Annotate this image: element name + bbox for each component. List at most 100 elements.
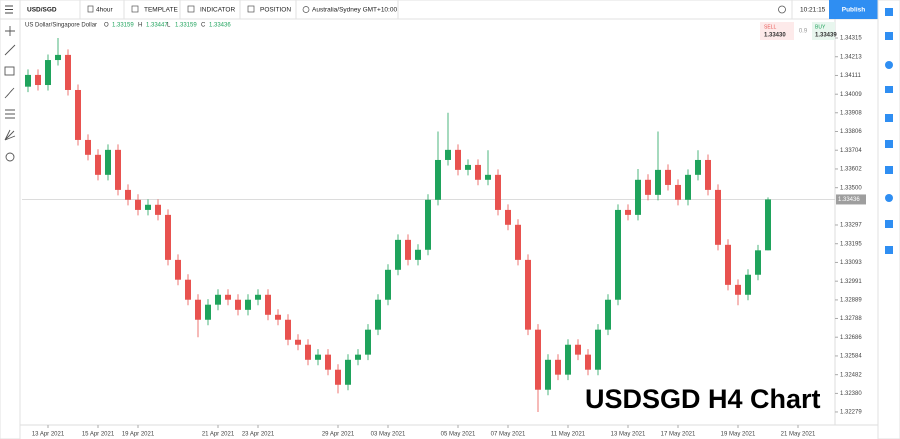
candle-body	[315, 354, 321, 360]
drawing-tools[interactable]	[4, 26, 16, 162]
x-tick-label: 21 May 2021	[781, 432, 816, 438]
candle-body	[85, 139, 91, 155]
candle-body	[665, 169, 671, 185]
interval[interactable]: 4hour	[96, 7, 113, 14]
close-value: 1.33436	[209, 23, 231, 29]
candle-body	[675, 184, 681, 200]
candle-body	[365, 329, 371, 355]
y-tick-label: 1.32686	[840, 335, 862, 341]
candle-body	[235, 299, 241, 310]
y-tick-label: 1.33704	[840, 148, 862, 154]
candle-body	[195, 299, 201, 320]
candle-body	[465, 164, 471, 170]
candle-body	[35, 74, 41, 86]
template[interactable]: TEMPLATE	[144, 7, 178, 14]
candle-body	[265, 294, 271, 315]
candle-body	[205, 304, 211, 320]
candle-body	[535, 329, 541, 390]
y-tick-label: 1.34111	[840, 73, 861, 79]
candle-body	[445, 149, 451, 160]
candle-body	[65, 54, 71, 90]
candle-body	[375, 299, 381, 330]
candle-body	[605, 299, 611, 330]
candle-body	[455, 149, 461, 170]
x-tick-label: 03 May 2021	[371, 432, 406, 438]
sidebar-icons[interactable]	[885, 8, 893, 254]
last-price-box	[836, 194, 866, 205]
candle-body	[175, 259, 181, 280]
y-tick-label: 1.34315	[840, 36, 862, 42]
sell-box[interactable]	[760, 22, 794, 40]
y-tick-label: 1.33500	[840, 185, 862, 191]
timezone-icon	[302, 6, 310, 13]
candle-body	[405, 239, 411, 260]
candle-body	[135, 199, 141, 210]
buy-label[interactable]: BUY	[815, 24, 826, 30]
publish-button[interactable]	[829, 0, 878, 19]
candle-body	[505, 209, 511, 225]
candle-body	[95, 154, 101, 175]
candle-body	[185, 279, 191, 300]
candle-body	[225, 294, 231, 300]
candle-body	[395, 239, 401, 270]
right-sidebar	[877, 0, 900, 439]
y-tick-label: 1.33908	[840, 110, 862, 116]
candle-body	[695, 159, 701, 175]
buy-box[interactable]	[812, 22, 835, 40]
template-icon	[131, 5, 139, 13]
candle-body	[385, 269, 391, 300]
high-value: 1.33447	[146, 23, 168, 29]
candle-body	[545, 359, 551, 390]
candle-body	[415, 249, 421, 260]
candle-body	[705, 159, 711, 190]
y-tick-label: 1.33093	[840, 260, 862, 266]
y-tick-label: 1.32788	[840, 316, 862, 322]
y-tick-label: 1.32380	[840, 391, 862, 397]
timezone[interactable]: Australia/Sydney GMT+10:00	[312, 7, 397, 14]
x-tick-label: 07 May 2021	[491, 432, 526, 438]
settings-icon[interactable]	[778, 5, 786, 14]
candle-body	[555, 359, 561, 375]
last-price-label: 1.33436	[838, 197, 860, 203]
menu-icon[interactable]	[5, 5, 13, 14]
candle-body	[115, 149, 121, 190]
low-value: 1.33159	[175, 23, 197, 29]
candle-body	[165, 214, 171, 260]
candle-body	[755, 250, 761, 275]
x-tick-label: 11 May 2021	[551, 432, 586, 438]
y-tick-label: 1.32584	[840, 354, 862, 360]
publish-label[interactable]: Publish	[842, 7, 866, 14]
x-tick-label: 21 Apr 2021	[202, 432, 235, 438]
symbol[interactable]: USD/SGD	[27, 7, 57, 14]
candle-body	[285, 319, 291, 340]
clock: 10:21:15	[800, 7, 826, 14]
candle-body	[215, 294, 221, 305]
candle-body	[275, 314, 281, 320]
x-tick-label: 15 Apr 2021	[82, 432, 115, 438]
sell-price[interactable]: 1.33430	[764, 33, 786, 39]
top-toolbar	[0, 0, 900, 20]
candle-body	[565, 344, 571, 375]
y-tick-label: 1.32279	[840, 410, 862, 416]
candle-body	[745, 274, 751, 295]
spread: 0.9	[799, 29, 808, 35]
position[interactable]: POSITION	[260, 7, 291, 14]
y-tick-label: 1.33195	[840, 241, 862, 247]
watermark: USDSGD H4 Chart	[585, 384, 821, 414]
candle-body	[645, 179, 651, 195]
x-tick-label: 13 Apr 2021	[32, 432, 65, 438]
x-tick-label: 19 May 2021	[721, 432, 756, 438]
candle-body	[615, 209, 621, 300]
position-icon	[247, 5, 255, 13]
buy-price[interactable]: 1.33439	[815, 33, 837, 39]
candle-body	[155, 204, 161, 215]
candle-body	[735, 284, 741, 295]
sell-label[interactable]: SELL	[764, 24, 776, 30]
candle-body	[105, 149, 111, 175]
candle-body	[75, 89, 81, 140]
indicator[interactable]: INDICATOR	[200, 7, 235, 14]
x-tick-label: 19 Apr 2021	[122, 432, 155, 438]
candle-body	[625, 209, 631, 215]
candle-body	[585, 354, 591, 370]
candle-body	[725, 244, 731, 285]
